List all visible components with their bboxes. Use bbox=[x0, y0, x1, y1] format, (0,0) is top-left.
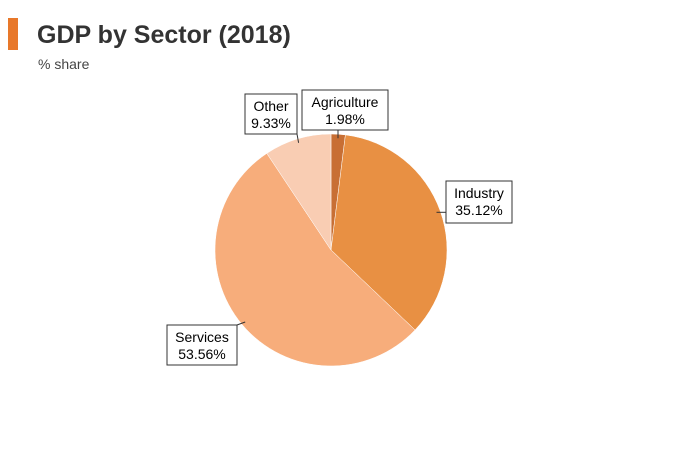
callout-box-services bbox=[166, 324, 238, 366]
slice-name-label-agriculture: Agriculture bbox=[312, 94, 379, 110]
callout-box-other bbox=[244, 93, 298, 135]
callout-leader-other bbox=[296, 133, 300, 143]
slice-name-label-industry: Industry bbox=[454, 185, 504, 201]
slice-value-label-industry: 35.12% bbox=[455, 202, 502, 218]
title-accent-bar bbox=[8, 18, 18, 50]
callout-leader-services bbox=[236, 321, 246, 326]
slice-name-label-other: Other bbox=[253, 98, 288, 114]
pie-slice-industry bbox=[330, 134, 448, 331]
callout-box-agriculture bbox=[301, 89, 389, 131]
slice-name-label-services: Services bbox=[175, 329, 229, 345]
slice-value-label-other: 9.33% bbox=[251, 115, 291, 131]
slice-value-label-services: 53.56% bbox=[178, 346, 225, 362]
slice-value-label-agriculture: 1.98% bbox=[325, 111, 365, 127]
callout-box-industry bbox=[445, 180, 513, 224]
chart-title: GDP by Sector (2018) bbox=[37, 21, 291, 49]
chart-subtitle: % share bbox=[38, 56, 90, 72]
pie-slice-services bbox=[214, 153, 416, 367]
